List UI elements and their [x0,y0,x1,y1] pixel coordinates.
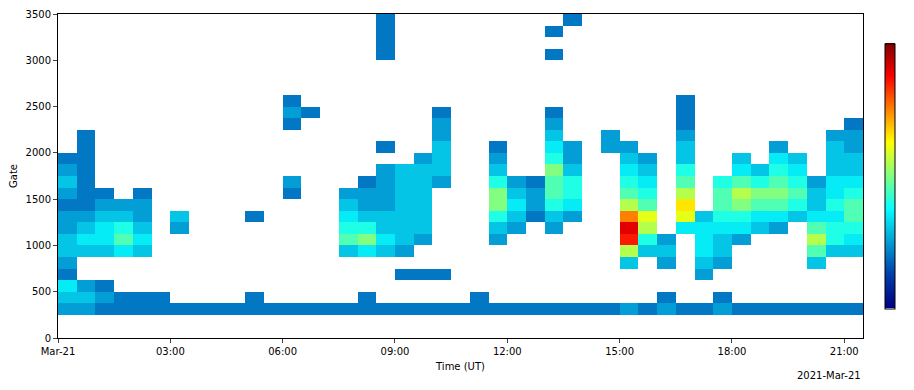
svg-text:3500: 3500 [26,9,51,20]
svg-text:1000: 1000 [26,240,51,251]
svg-text:06:00: 06:00 [268,346,297,357]
svg-text:12:00: 12:00 [493,346,522,357]
svg-text:09:00: 09:00 [381,346,410,357]
svg-text:2000: 2000 [26,147,51,158]
svg-text:Mar-21: Mar-21 [41,346,76,357]
svg-text:0: 0 [45,333,51,344]
svg-text:1500: 1500 [26,194,51,205]
svg-text:3000: 3000 [26,55,51,66]
svg-text:2021-Mar-21: 2021-Mar-21 [797,370,861,381]
svg-text:21:00: 21:00 [830,346,859,357]
svg-text:18:00: 18:00 [718,346,747,357]
svg-text:Gate: Gate [8,164,19,188]
svg-text:Time (UT): Time (UT) [435,361,485,372]
svg-text:15:00: 15:00 [605,346,634,357]
svg-text:2500: 2500 [26,101,51,112]
svg-text:03:00: 03:00 [156,346,185,357]
svg-text:500: 500 [32,286,51,297]
